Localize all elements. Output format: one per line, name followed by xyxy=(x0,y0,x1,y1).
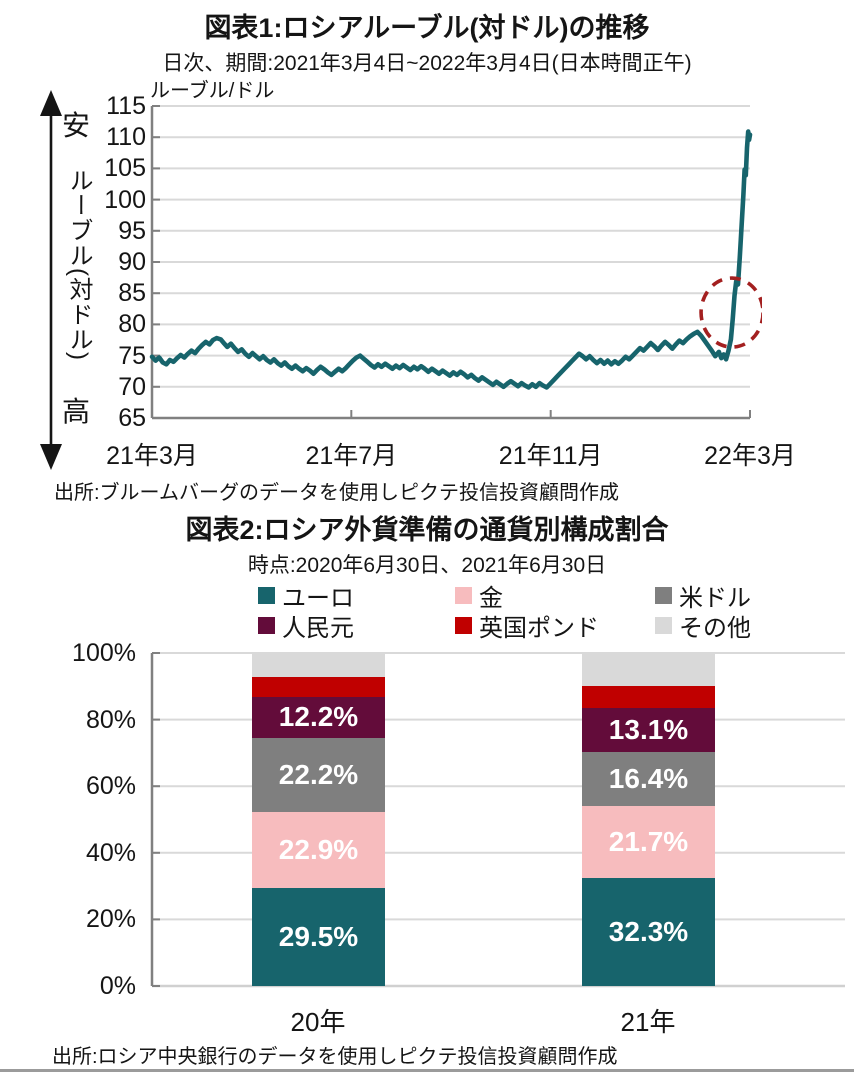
bar-segment-value: 22.2% xyxy=(278,758,359,790)
bar-segment-金: 21.7% xyxy=(582,806,715,879)
stacked-bar-20年: 29.5% 22.9% 22.2% 12.2% xyxy=(252,653,385,986)
figure2-subtitle: 時点:2020年6月30日、2021年6月30日 xyxy=(247,554,607,577)
bar-segment-ユーロ: 29.5% xyxy=(252,887,385,986)
y-tick-label: 80% xyxy=(85,705,136,734)
y-tick-label: 110 xyxy=(106,123,146,152)
x-tick-label: 22年3月 xyxy=(704,442,796,470)
category-label: 21年 xyxy=(620,1007,676,1037)
legend-item-人民元: 人民元 xyxy=(258,611,354,642)
legend-item-ユーロ: ユーロ xyxy=(258,581,354,612)
bar-segment-米ドル: 22.2% xyxy=(252,737,385,812)
figure1-unit-label: ルーブル/ドル xyxy=(150,80,275,102)
ruble-line-chart-svg xyxy=(149,105,765,420)
figure2-title: 図表2:ロシア外貨準備の通貨別構成割合 xyxy=(185,515,669,545)
legend-swatch-icon xyxy=(258,616,275,634)
legend-item-英国ポンド: 英国ポンド xyxy=(455,611,599,642)
legend-item-米ドル: 米ドル xyxy=(655,581,751,612)
y-tick-label: 80 xyxy=(118,310,146,339)
figure1-title: 図表1:ロシアルーブル(対ドル)の推移 xyxy=(204,13,650,43)
stacked-bar-21年: 32.3% 21.7% 16.4% 13.1% xyxy=(582,653,715,986)
y-tick-label: 90 xyxy=(118,248,146,276)
bar-segment-value: 13.1% xyxy=(608,713,689,745)
legend-label: 米ドル xyxy=(679,584,751,612)
legend-swatch-icon xyxy=(258,586,275,604)
y-tick-label: 0% xyxy=(99,972,136,1000)
bar-segment-その他 xyxy=(582,653,715,687)
bar-segment-英国ポンド xyxy=(582,686,715,708)
bar-segment-ユーロ: 32.3% xyxy=(582,878,715,986)
axis-annotation-expensive: 高 xyxy=(62,396,91,427)
y-tick-label: 70 xyxy=(118,372,146,401)
x-tick-label: 21年3月 xyxy=(106,442,198,470)
bar-segment-value: 29.5% xyxy=(278,920,359,952)
bar-segment-金: 22.9% xyxy=(252,811,385,888)
page-bottom-edge xyxy=(0,1069,854,1072)
legend-swatch-icon xyxy=(455,616,472,634)
bar-segment-人民元: 12.2% xyxy=(252,696,385,738)
y-tick-label: 65 xyxy=(118,404,146,432)
y-tick-label: 105 xyxy=(104,154,146,183)
bar-segment-value: 12.2% xyxy=(278,701,359,733)
legend-label: 英国ポンド xyxy=(479,614,599,642)
y-tick-label: 100 xyxy=(104,185,146,214)
bar-segment-米ドル: 16.4% xyxy=(582,751,715,807)
ruble-usd-line xyxy=(149,129,753,390)
bar-segment-人民元: 13.1% xyxy=(582,707,715,752)
y-tick-label: 100% xyxy=(72,639,136,667)
axis-annotation-cheap: 安 xyxy=(62,110,91,141)
y-tick-label: 40% xyxy=(85,838,136,867)
figure1-plot-area xyxy=(142,96,765,432)
y-tick-label: 115 xyxy=(106,92,146,120)
cheap-expensive-arrow xyxy=(40,90,62,470)
y-tick-label: 95 xyxy=(118,216,146,245)
figure2-plot-area xyxy=(142,643,854,997)
legend-label: 人民元 xyxy=(282,614,354,642)
figure2-source: 出所:ロシア中央銀行のデータを使用しピクテ投信投資顧問作成 xyxy=(52,1046,618,1068)
bar-segment-value: 32.3% xyxy=(608,916,689,948)
y-tick-label: 60% xyxy=(85,772,136,801)
legend-label: ユーロ xyxy=(282,584,354,612)
bar-segment-value: 22.9% xyxy=(278,833,359,865)
legend-label: その他 xyxy=(679,614,751,642)
y-tick-label: 20% xyxy=(85,905,136,934)
x-tick-label: 21年11月 xyxy=(498,442,603,470)
figure1-subtitle: 日次、期間:2021年3月4日~2022年3月4日(日本時間正午) xyxy=(162,52,692,75)
bar-segment-その他 xyxy=(252,653,385,678)
bar-segment-英国ポンド xyxy=(252,677,385,697)
figure1-source: 出所:ブルームバーグのデータを使用しピクテ投信投資顧問作成 xyxy=(54,482,619,504)
legend-swatch-icon xyxy=(655,616,672,634)
legend-swatch-icon xyxy=(455,586,472,604)
reserves-bar-chart-svg xyxy=(150,652,845,988)
axis-annotation-ruble-per-usd: ルーブル(対ドル) xyxy=(65,168,92,361)
bar-segment-value: 21.7% xyxy=(608,826,689,858)
legend-item-その他: その他 xyxy=(655,611,751,642)
legend-swatch-icon xyxy=(655,586,672,604)
legend-label: 金 xyxy=(479,584,503,612)
bar-segment-value: 16.4% xyxy=(608,762,689,794)
category-label: 20年 xyxy=(290,1007,346,1037)
x-tick-label: 21年7月 xyxy=(305,442,398,470)
legend-item-金: 金 xyxy=(455,581,503,612)
y-tick-label: 75 xyxy=(118,341,146,370)
y-tick-label: 85 xyxy=(118,279,146,308)
